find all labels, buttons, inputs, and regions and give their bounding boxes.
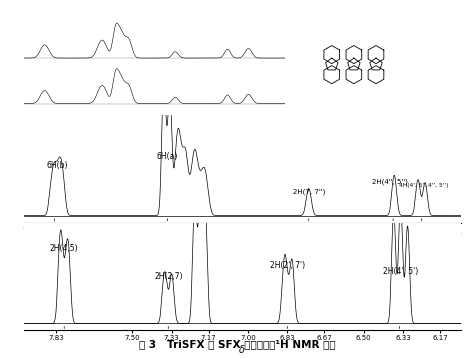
Text: 2H(4'', 5''): 2H(4'', 5''): [371, 178, 408, 185]
Text: 6H(b): 6H(b): [46, 161, 68, 170]
Text: 图 3   TriSFX 和 SFX 在芳香区的¹H NMR 谱图: 图 3 TriSFX 和 SFX 在芳香区的¹H NMR 谱图: [139, 340, 336, 350]
Text: 2H(7, 7''): 2H(7, 7''): [293, 188, 325, 195]
Text: 2H(4,5): 2H(4,5): [50, 244, 78, 253]
X-axis label: $\delta$: $\delta$: [238, 238, 246, 250]
Text: 2H(2,7): 2H(2,7): [154, 272, 182, 281]
Text: 4H(4', 5', 4'', 5''): 4H(4', 5', 4'', 5''): [399, 183, 449, 187]
Text: 2H(4', 5'): 2H(4', 5'): [383, 267, 418, 276]
X-axis label: $\delta$: $\delta$: [238, 342, 246, 355]
Text: 6H(a): 6H(a): [157, 152, 178, 161]
Text: 2H(2', 7'): 2H(2', 7'): [270, 261, 305, 270]
